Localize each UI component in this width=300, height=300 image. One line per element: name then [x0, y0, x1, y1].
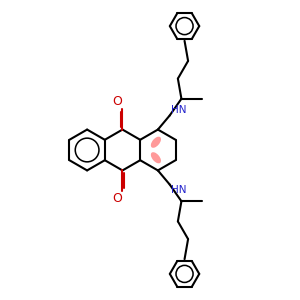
- Text: HN: HN: [171, 105, 187, 115]
- Ellipse shape: [151, 152, 161, 163]
- Text: HN: HN: [171, 185, 187, 195]
- Ellipse shape: [151, 137, 161, 148]
- Text: O: O: [112, 192, 122, 206]
- Text: O: O: [112, 94, 122, 108]
